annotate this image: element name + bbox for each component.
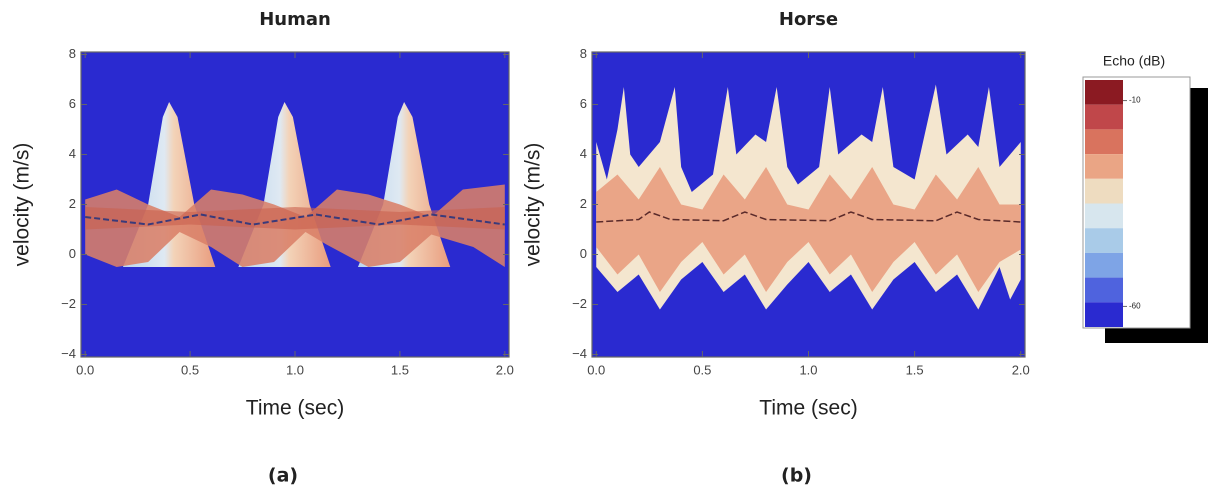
y-tick-label: 2 — [580, 196, 587, 211]
y-tick-label: 8 — [69, 46, 76, 61]
chart-title: Horse — [779, 9, 838, 30]
x-tick-label: 1.0 — [799, 362, 817, 377]
colorbar-band — [1085, 252, 1123, 278]
y-tick-label: 4 — [580, 146, 587, 161]
y-tick-label: 2 — [69, 196, 76, 211]
x-tick-label: 0.0 — [76, 362, 94, 377]
y-tick-label: 8 — [580, 46, 587, 61]
y-tick-label: 0 — [69, 246, 76, 261]
x-tick-label: 1.5 — [906, 362, 924, 377]
y-tick-label: 6 — [69, 96, 76, 111]
x-tick-label: 2.0 — [496, 362, 514, 377]
x-tick-label: 2.0 — [1012, 362, 1030, 377]
x-axis-label: Time (sec) — [246, 397, 344, 420]
colorbar-band — [1085, 129, 1123, 155]
colorbar-band — [1085, 203, 1123, 229]
y-tick-label: 0 — [580, 246, 587, 261]
colorbar-tick-label: -60 — [1129, 302, 1141, 311]
colorbar-band — [1085, 302, 1123, 327]
panel-label: (a) — [268, 465, 298, 487]
y-tick-label: −4 — [61, 346, 76, 361]
spectrogram-image — [85, 102, 505, 267]
colorbar-tick-label: -10 — [1129, 96, 1141, 105]
x-tick-label: 0.0 — [587, 362, 605, 377]
y-tick-label: −4 — [572, 346, 587, 361]
colorbar-band — [1085, 154, 1123, 179]
y-tick-label: −2 — [61, 296, 76, 311]
y-tick-label: 6 — [580, 96, 587, 111]
colorbar-band — [1085, 80, 1123, 105]
x-tick-label: 0.5 — [693, 362, 711, 377]
colorbar-band — [1085, 228, 1123, 253]
y-tick-label: −2 — [572, 296, 587, 311]
x-tick-label: 1.0 — [286, 362, 304, 377]
spectrogram-image — [596, 84, 1021, 310]
colorbar-band — [1085, 178, 1123, 204]
panel-label: (b) — [781, 465, 812, 487]
x-axis-label: Time (sec) — [759, 397, 857, 420]
chart-title: Human — [259, 9, 331, 30]
colorbar-band — [1085, 104, 1123, 130]
colorbar-band — [1085, 277, 1123, 303]
y-tick-label: 4 — [69, 146, 76, 161]
y-axis-label: velocity (m/s) — [522, 143, 545, 267]
y-axis-label: velocity (m/s) — [11, 143, 34, 267]
colorbar-title: Echo (dB) — [1103, 53, 1165, 69]
x-tick-label: 0.5 — [181, 362, 199, 377]
x-tick-label: 1.5 — [391, 362, 409, 377]
